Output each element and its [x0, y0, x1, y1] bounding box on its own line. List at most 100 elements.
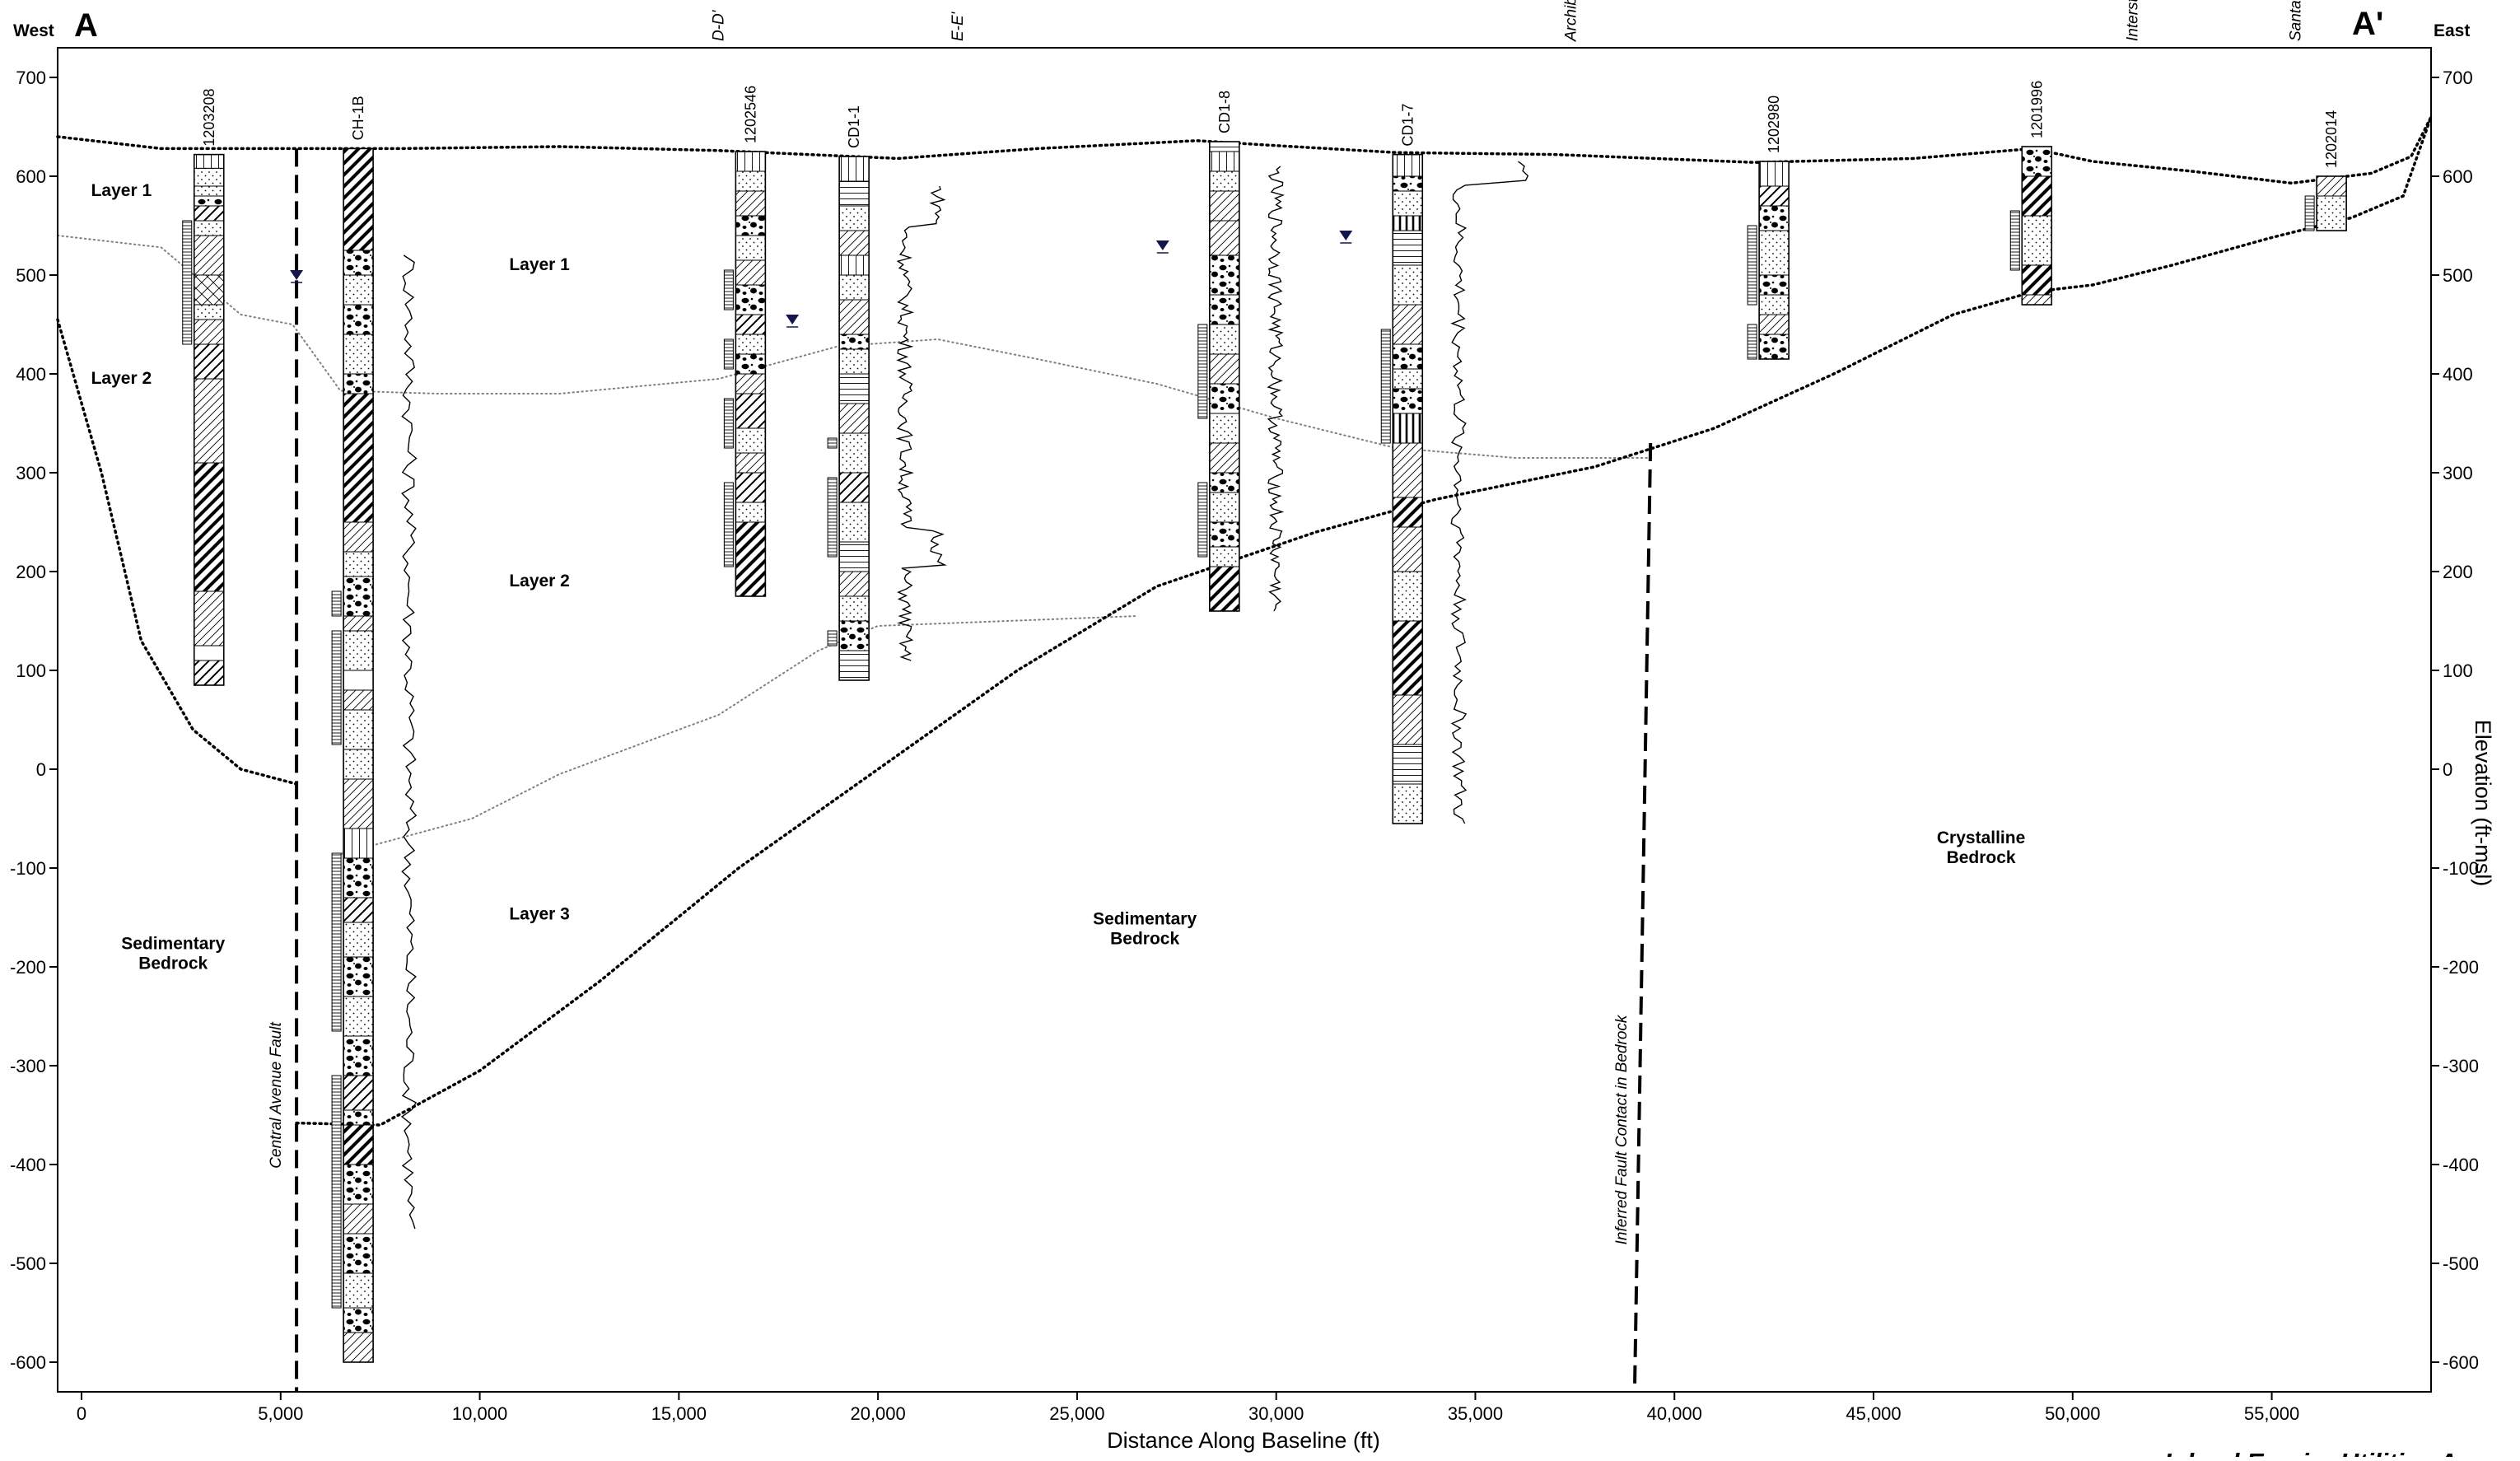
well-screen: [723, 398, 734, 449]
unit-label-line: Layer 1: [509, 255, 570, 274]
lithology-unit: [735, 452, 766, 474]
y-tick-label-right: -500: [2443, 1253, 2479, 1274]
well-1201996: 1201996: [2009, 81, 2053, 306]
y-tick-label-right: 700: [2443, 68, 2473, 88]
lithology-unit: [2021, 146, 2052, 177]
y-tick-label-right: -400: [2443, 1155, 2479, 1175]
unit-label-line: Layer 2: [91, 369, 152, 388]
y-tick-label-left: 300: [16, 463, 46, 483]
well-id-label: CD1-7: [1399, 104, 1416, 147]
well-screen: [2009, 210, 2020, 271]
lithology-unit: [2316, 175, 2347, 197]
unit-label-line: Sedimentary: [1093, 909, 1197, 928]
unit-label-layer2-left: Layer 2: [91, 369, 152, 388]
lithology-unit: [735, 427, 766, 454]
lithology-unit: [343, 551, 374, 577]
well-screen: [723, 269, 734, 310]
well-screen: [2304, 195, 2315, 231]
west-direction-label: West: [13, 21, 54, 40]
well-ch-1b: CH-1B: [290, 96, 418, 1363]
y-tick-label-left: -100: [10, 858, 46, 879]
lithology-unit: [735, 502, 766, 523]
lithology-unit: [1392, 230, 1423, 266]
y-tick-label-right: 0: [2443, 759, 2452, 780]
x-tick-label: 0: [77, 1403, 86, 1424]
well-casing: [193, 153, 225, 686]
lithology-unit: [194, 645, 225, 661]
unit-label-sed-bedrock-center: Sedimentary Bedrock: [1093, 909, 1197, 948]
lithology-unit: [838, 620, 870, 651]
lithology-unit: [2021, 264, 2052, 296]
x-tick-label: 30,000: [1248, 1403, 1304, 1424]
lithology-unit: [735, 334, 766, 355]
lithology-unit: [838, 156, 870, 182]
top-annotations: D-D' E-E' Archibald Ave Interstate 15 Santa …: [711, 0, 2305, 42]
lithology-unit: [194, 378, 225, 464]
lithology-unit: [838, 230, 870, 256]
lithology-unit: [838, 472, 870, 503]
well-screen: [182, 220, 193, 345]
lithology-unit: [194, 343, 225, 380]
unit-label-layer1-center: Layer 1: [509, 255, 570, 274]
lithology-unit: [1758, 294, 1790, 315]
top-annotation: Archibald Ave: [1563, 0, 1580, 42]
lithology-unit: [343, 576, 374, 617]
well-casing: [1209, 141, 1240, 612]
lithology-unit: [343, 521, 374, 553]
well-id-label: CD1-8: [1216, 91, 1233, 133]
unit-label-sed-bedrock-left: Sedimentary Bedrock: [121, 934, 225, 973]
well-cd1-8: CD1-8: [1155, 91, 1285, 612]
y-axis-title: Elevation (ft-msl): [2471, 720, 2495, 887]
well-screen: [827, 630, 838, 646]
unit-label-layer2-center: Layer 2: [509, 572, 570, 590]
lithology-unit: [735, 190, 766, 217]
well-casing: [2021, 146, 2053, 306]
lithology-unit: [1392, 571, 1423, 622]
y-tick-label-right: -300: [2443, 1056, 2479, 1076]
well-id-label: 1203208: [201, 89, 217, 147]
y-tick-label-left: 700: [16, 68, 46, 88]
lithology-unit: [194, 274, 225, 306]
lithology-unit: [1209, 383, 1240, 414]
lithology-unit: [735, 521, 766, 597]
lithology-unit: [838, 502, 870, 543]
fault-label: Central Avenue Fault: [268, 1022, 285, 1169]
lithology-unit: [838, 373, 870, 404]
water-level-icon: [1339, 231, 1353, 240]
y-tick-label-left: -600: [10, 1352, 46, 1373]
lithology-unit: [735, 235, 766, 261]
lithology-unit: [343, 670, 374, 691]
lithology-unit: [343, 615, 374, 632]
y-tick-label-left: 0: [36, 759, 46, 780]
lithology-unit: [1392, 442, 1423, 498]
lithology-unit: [1209, 324, 1240, 355]
y-tick-label-left: -500: [10, 1253, 46, 1274]
y-tick-label-left: 600: [16, 166, 46, 187]
lithology-unit: [2021, 215, 2052, 266]
section-start-letter: A: [74, 7, 98, 44]
lithology-unit: [1209, 294, 1240, 325]
well-id-label: 1202014: [2323, 110, 2340, 168]
lithology-unit: [343, 1109, 374, 1126]
lithology-unit: [1758, 230, 1790, 276]
lithology-unit: [735, 215, 766, 236]
y-tick-label-right: 600: [2443, 166, 2473, 187]
lithology-unit: [1392, 388, 1423, 414]
lithology-unit: [343, 709, 374, 750]
lithology-unit: [1758, 185, 1790, 207]
y-tick-label-left: 100: [16, 660, 46, 681]
layer2-base-line: [331, 615, 1138, 857]
lithology-unit: [343, 334, 374, 375]
well-1203208: 1203208: [182, 89, 225, 686]
lithology-unit: [1209, 170, 1240, 192]
lithology-unit: [1392, 620, 1423, 696]
fault-lines: Central Avenue Fault Inferred Fault Conta…: [268, 148, 1653, 1393]
well-screen: [331, 630, 342, 745]
lithology-unit: [194, 304, 225, 320]
lithology-unit: [194, 220, 225, 236]
lithology-unit: [343, 1164, 374, 1205]
lithology-unit: [1392, 368, 1423, 390]
lithology-unit: [1758, 274, 1790, 296]
lithology-unit: [1392, 526, 1423, 572]
